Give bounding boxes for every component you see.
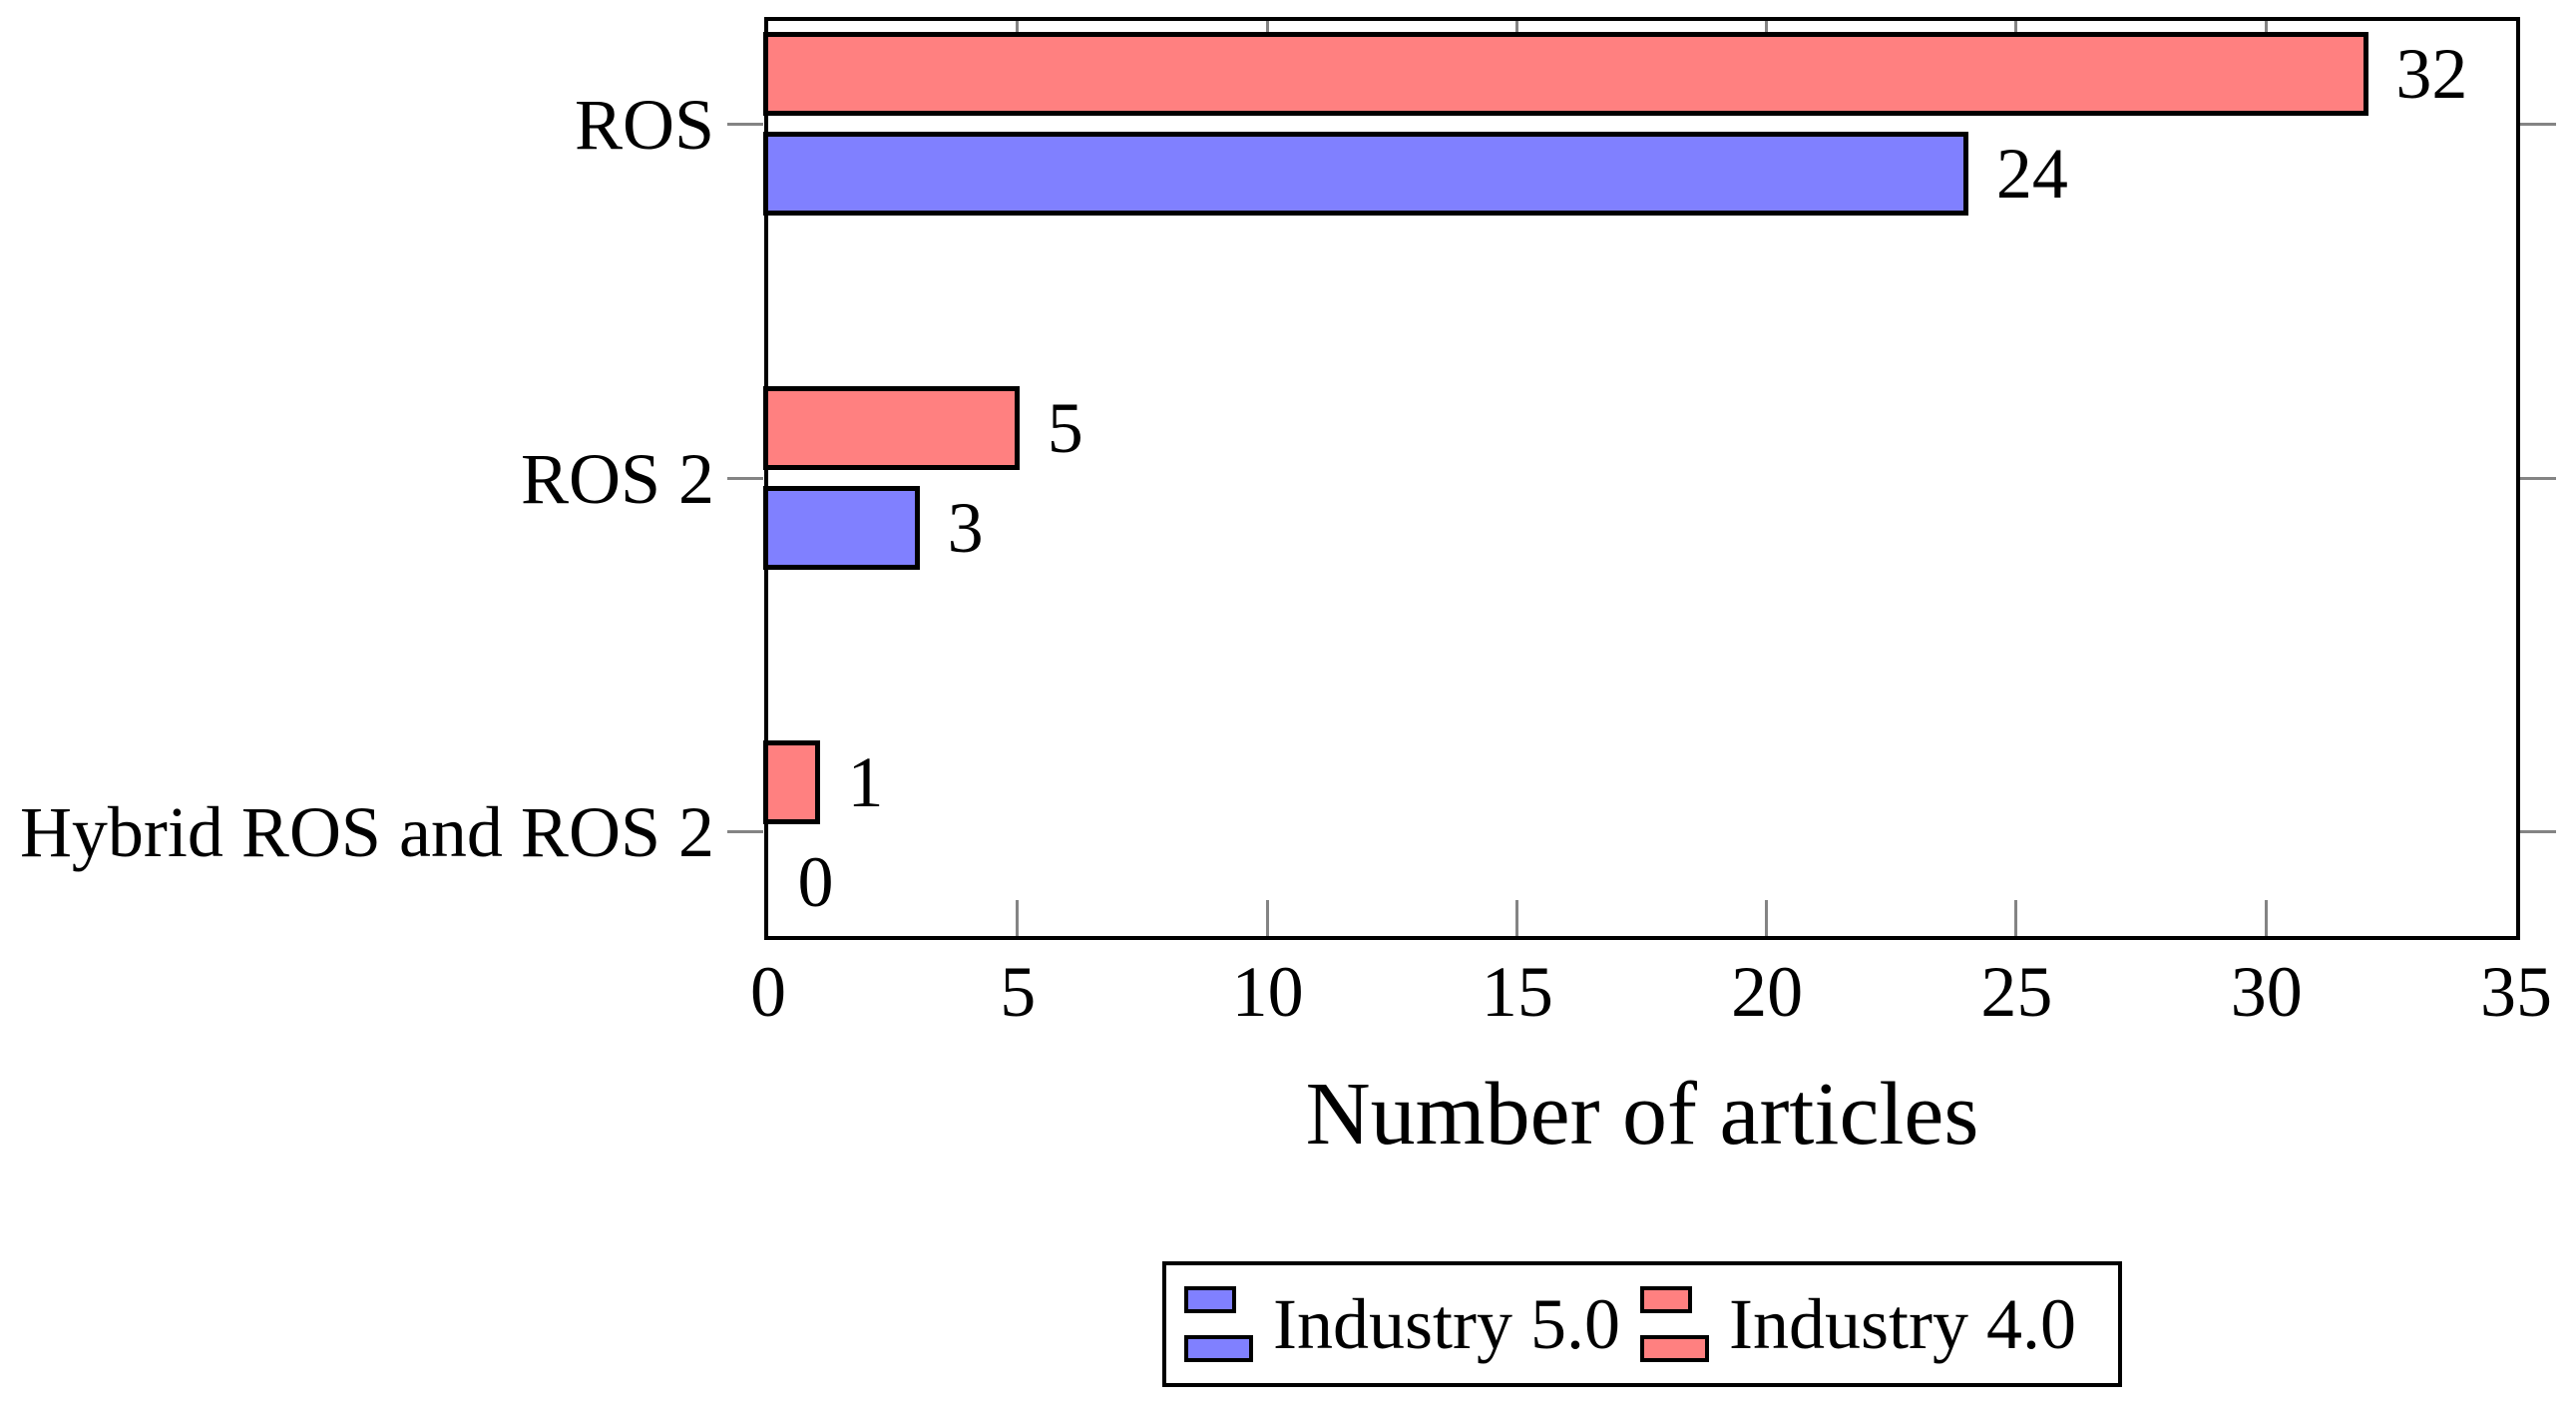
x-axis-tick-bottom [2264,899,2268,936]
x-axis-tick-bottom [1016,899,1020,936]
bar-industry-4-0 [763,386,1021,470]
category-label: ROS 2 [520,438,714,519]
y-axis-tick-right [2520,830,2556,833]
x-axis-tick-bottom [1514,899,1518,936]
category-label: ROS [574,84,714,165]
bar-industry-4-0 [763,32,2368,117]
legend-marker-bar-long [1639,1335,1709,1362]
x-axis-tick-label: 10 [1231,952,1304,1032]
bar-industry-5-0 [763,132,1969,217]
y-axis-tick-right [2520,476,2556,480]
y-axis-tick-left [727,830,763,833]
bar-value-label: 3 [947,488,984,568]
legend: Industry 5.0 Industry 4.0 [1162,1261,2122,1387]
x-axis-tick-label: 25 [1980,952,2053,1032]
legend-marker-bar-short [1184,1286,1236,1313]
bar-value-label: 1 [847,741,884,822]
bar-industry-4-0 [763,739,821,824]
plot-area: 32 24 5 3 1 0 [727,16,2556,940]
x-axis-tick-label: 5 [1000,952,1037,1032]
x-axis-tick-label: 35 [2480,952,2552,1032]
legend-bar-marker [1184,1286,1253,1362]
legend-entry: Industry 5.0 [1184,1286,1620,1362]
bar-industry-5-0 [763,486,921,570]
x-axis-tick-label: 30 [2230,952,2303,1032]
x-axis-title: Number of articles [1305,1065,1979,1164]
legend-bar-marker [1639,1286,1709,1362]
legend-label: Industry 4.0 [1728,1284,2076,1364]
bar-value-label: 5 [1047,388,1083,468]
x-axis-tick-label: 20 [1731,952,1804,1032]
legend-marker-bar-short [1639,1286,1692,1313]
bar-value-label: 24 [1995,134,2068,215]
category-label: Hybrid ROS and ROS 2 [19,792,714,872]
x-axis-tick-bottom [2014,899,2018,936]
legend-entry: Industry 4.0 [1639,1284,2076,1364]
x-axis-tick-label: 0 [750,952,786,1032]
legend-label: Industry 5.0 [1273,1284,1620,1364]
y-axis-tick-left [727,476,763,480]
x-axis-tick-label: 15 [1481,952,1553,1032]
bar-value-label: 0 [797,841,834,922]
y-axis-tick-left [727,122,763,126]
y-axis-tick-right [2520,122,2556,126]
x-axis-tick-bottom [1265,899,1269,936]
legend-marker-bar-long [1184,1335,1253,1362]
x-axis-tick-bottom [1765,899,1769,936]
bar-value-label: 32 [2395,34,2468,115]
